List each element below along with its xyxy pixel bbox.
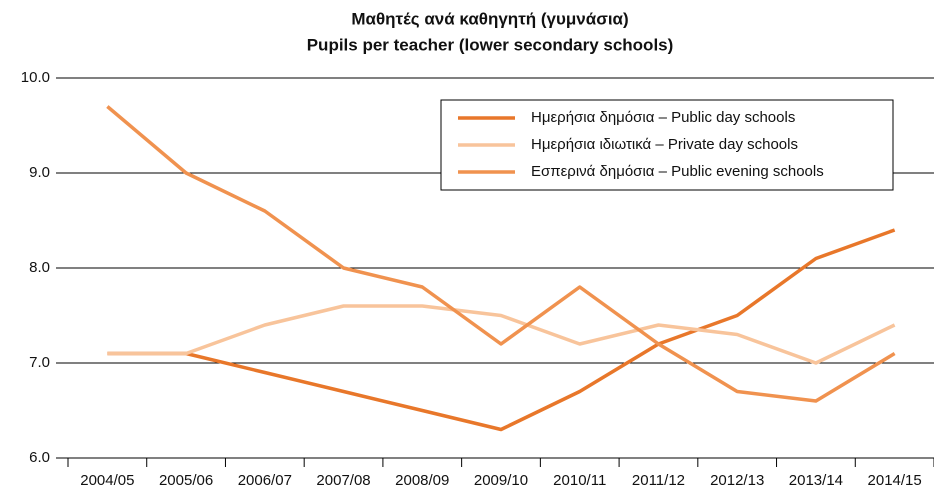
y-tick-label: 9.0 [29, 164, 50, 181]
x-tick-label: 2011/12 [632, 472, 685, 489]
x-tick-label: 2007/08 [316, 472, 370, 489]
x-tick-label: 2009/10 [474, 472, 528, 489]
legend-label: Ημερήσια ιδιωτικά – Private day schools [531, 136, 798, 153]
x-tick-label: 2005/06 [159, 472, 213, 489]
x-tick-label: 2014/15 [868, 472, 922, 489]
x-tick-label: 2006/07 [238, 472, 292, 489]
legend-box [440, 99, 894, 191]
x-tick-label: 2012/13 [710, 472, 764, 489]
y-tick-label: 8.0 [29, 259, 50, 276]
y-tick-label: 6.0 [29, 449, 50, 466]
x-tick-label: 2013/14 [789, 472, 843, 489]
x-tick-label: 2008/09 [395, 472, 449, 489]
series-line [107, 228, 896, 432]
legend-label: Ημερήσια δημόσια – Public day schools [531, 109, 795, 126]
x-tick-label: 2004/05 [80, 472, 134, 489]
chart-title: Μαθητές ανά καθηγητή (γυμνάσια) [351, 9, 628, 28]
y-tick-label: 10.0 [21, 69, 50, 86]
legend-label: Εσπερινά δημόσια – Public evening school… [531, 163, 824, 180]
series-line [107, 304, 896, 365]
chart-subtitle: Pupils per teacher (lower secondary scho… [307, 35, 674, 54]
x-tick-label: 2010/11 [553, 472, 606, 489]
y-tick-label: 7.0 [29, 354, 50, 371]
series-line [106, 105, 896, 403]
